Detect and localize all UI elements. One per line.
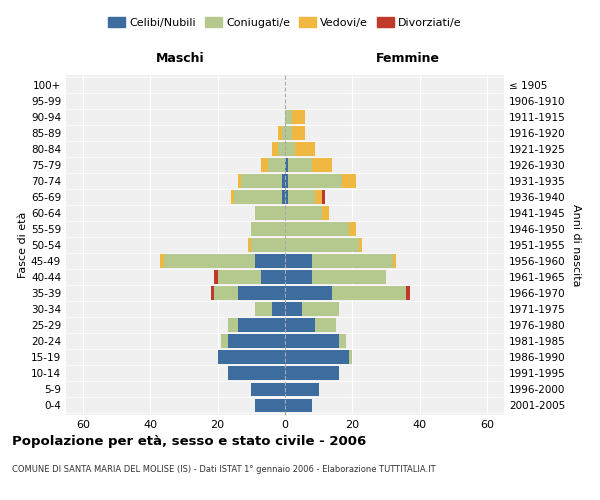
Bar [312,270,386,284]
Bar [289,190,316,203]
Bar [272,142,278,156]
Bar [285,238,359,252]
Bar [289,158,312,172]
Bar [316,190,322,203]
Bar [251,382,285,396]
Bar [254,254,285,268]
Text: Maschi: Maschi [155,52,205,65]
Bar [302,302,339,316]
Bar [406,286,410,300]
Bar [221,334,228,348]
Bar [272,302,285,316]
Bar [254,206,285,220]
Bar [214,270,218,284]
Bar [312,158,332,172]
Bar [278,126,281,140]
Bar [231,190,235,203]
Text: Popolazione per età, sesso e stato civile - 2006: Popolazione per età, sesso e stato civil… [12,435,366,448]
Bar [254,398,285,412]
Bar [285,382,319,396]
Y-axis label: Fasce di età: Fasce di età [18,212,28,278]
Bar [285,174,289,188]
Bar [285,142,295,156]
Bar [312,254,393,268]
Bar [238,318,285,332]
Bar [322,206,329,220]
Bar [278,142,285,156]
Bar [339,334,346,348]
Bar [285,126,292,140]
Bar [164,254,254,268]
Bar [281,126,285,140]
Bar [285,318,316,332]
Bar [285,398,312,412]
Bar [262,158,268,172]
Bar [316,318,335,332]
Bar [285,270,312,284]
Bar [268,158,285,172]
Bar [285,302,302,316]
Bar [262,270,285,284]
Bar [285,206,322,220]
Bar [281,174,285,188]
Bar [228,318,238,332]
Y-axis label: Anni di nascita: Anni di nascita [571,204,581,286]
Bar [322,190,325,203]
Bar [292,126,305,140]
Bar [251,238,285,252]
Bar [285,254,312,268]
Bar [349,222,356,236]
Bar [238,174,241,188]
Bar [285,366,339,380]
Bar [332,286,406,300]
Bar [285,334,339,348]
Bar [285,190,289,203]
Bar [285,350,349,364]
Bar [285,286,332,300]
Bar [248,238,251,252]
Bar [251,222,285,236]
Bar [228,334,285,348]
Bar [214,286,238,300]
Bar [254,302,272,316]
Bar [359,238,362,252]
Legend: Celibi/Nubili, Coniugati/e, Vedovi/e, Divorziati/e: Celibi/Nubili, Coniugati/e, Vedovi/e, Di… [104,12,466,32]
Bar [285,222,349,236]
Bar [218,350,285,364]
Bar [285,110,292,124]
Bar [228,366,285,380]
Bar [349,350,352,364]
Bar [241,174,281,188]
Bar [238,286,285,300]
Bar [295,142,316,156]
Bar [292,110,305,124]
Bar [285,158,289,172]
Bar [211,286,214,300]
Bar [218,270,262,284]
Bar [160,254,164,268]
Bar [281,190,285,203]
Bar [393,254,396,268]
Bar [342,174,356,188]
Text: Femmine: Femmine [376,52,440,65]
Bar [289,174,342,188]
Bar [235,190,281,203]
Text: COMUNE DI SANTA MARIA DEL MOLISE (IS) - Dati ISTAT 1° gennaio 2006 - Elaborazion: COMUNE DI SANTA MARIA DEL MOLISE (IS) - … [12,465,436,474]
